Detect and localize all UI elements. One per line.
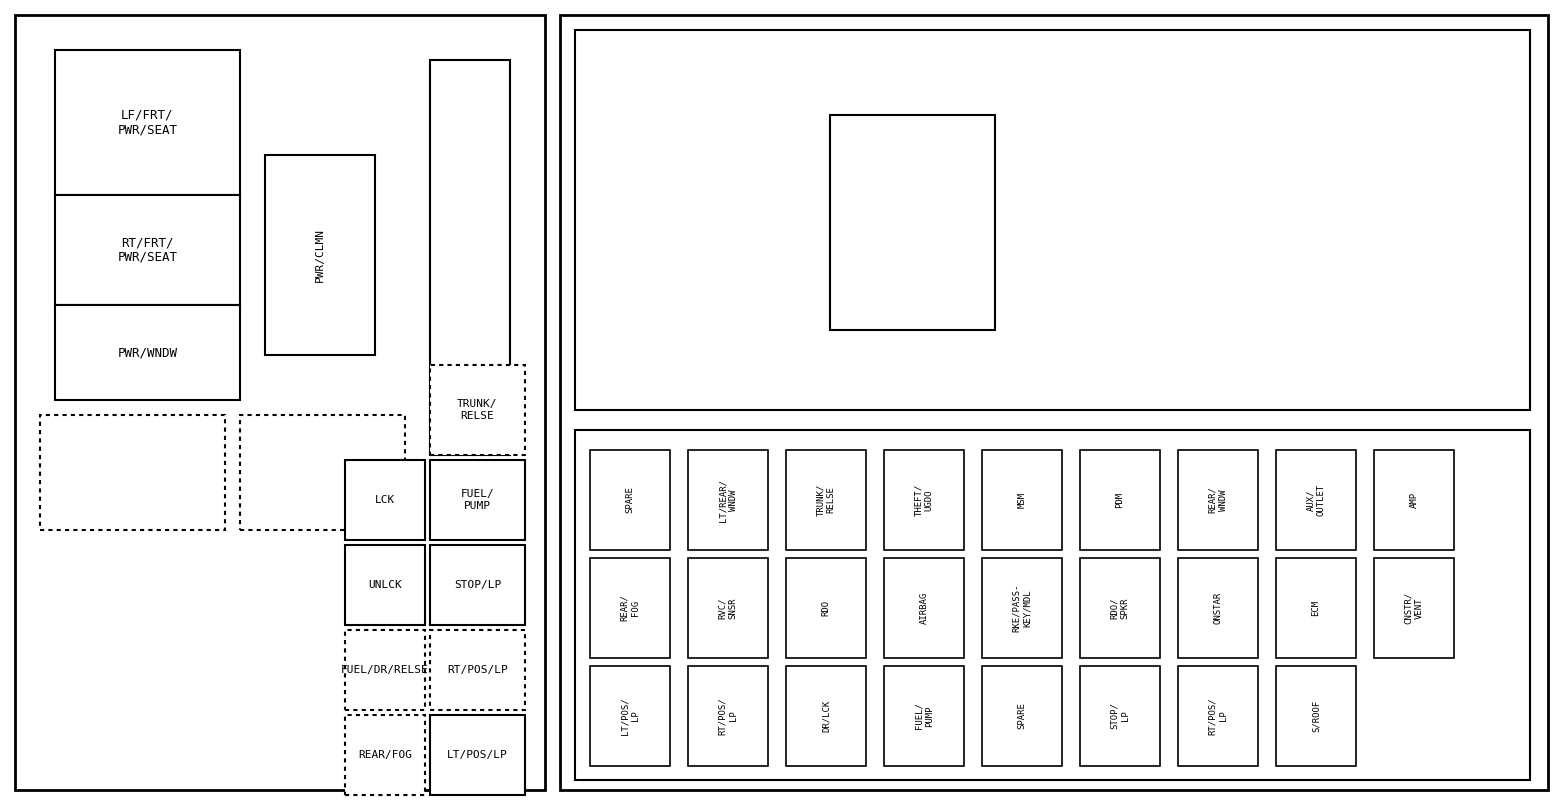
Bar	[786, 450, 866, 550]
Bar	[885, 450, 964, 550]
Bar	[1080, 666, 1160, 766]
Text: AMP: AMP	[1410, 492, 1419, 508]
Text: FUEL/DR/RELSE: FUEL/DR/RELSE	[341, 665, 428, 675]
Text: LT/POS/LP: LT/POS/LP	[447, 750, 508, 760]
Text: S/ROOF: S/ROOF	[1311, 700, 1321, 732]
Text: RKE/PASS-
KEY/MDL: RKE/PASS- KEY/MDL	[1013, 584, 1032, 633]
Bar	[430, 365, 525, 455]
Bar	[688, 558, 767, 658]
Bar	[885, 666, 964, 766]
Text: AUX/
OUTLET: AUX/ OUTLET	[1307, 484, 1325, 516]
Bar	[1374, 450, 1454, 550]
Text: SPARE: SPARE	[625, 487, 635, 513]
Text: RT/POS/LP: RT/POS/LP	[447, 665, 508, 675]
Text: REAR/
FOG: REAR/ FOG	[621, 594, 639, 621]
Bar	[982, 450, 1061, 550]
Text: SPARE: SPARE	[1018, 702, 1027, 729]
Bar	[589, 666, 671, 766]
Bar	[345, 545, 425, 625]
Bar	[1080, 450, 1160, 550]
Bar	[55, 50, 241, 195]
Text: PWR/CLMN: PWR/CLMN	[316, 228, 325, 282]
Text: PDM: PDM	[1116, 492, 1124, 508]
Bar	[688, 450, 767, 550]
Bar	[16, 15, 545, 790]
Text: FUEL/
PUMP: FUEL/ PUMP	[461, 489, 494, 511]
Bar	[430, 60, 510, 455]
Bar	[345, 715, 425, 795]
Text: RT/FRT/
PWR/SEAT: RT/FRT/ PWR/SEAT	[117, 236, 178, 264]
Bar	[1275, 558, 1357, 658]
Text: TRUNK/
RELSE: TRUNK/ RELSE	[458, 399, 497, 421]
Bar	[982, 666, 1061, 766]
Text: LT/POS/
LP: LT/POS/ LP	[621, 697, 639, 735]
Bar	[982, 558, 1061, 658]
Text: AIRBAG: AIRBAG	[919, 592, 928, 624]
Text: FUEL/
PUMP: FUEL/ PUMP	[914, 702, 933, 729]
Text: RT/POS/
LP: RT/POS/ LP	[1208, 697, 1227, 735]
Bar	[1275, 666, 1357, 766]
Text: TRUNK/
RELSE: TRUNK/ RELSE	[816, 484, 836, 516]
Bar	[786, 558, 866, 658]
Bar	[830, 115, 996, 330]
Text: LT/REAR/
WNDW: LT/REAR/ WNDW	[719, 478, 738, 521]
Text: PWR/WNDW: PWR/WNDW	[117, 346, 178, 359]
Bar	[575, 430, 1530, 780]
Bar	[345, 460, 425, 540]
Text: STOP/LP: STOP/LP	[453, 580, 502, 590]
Bar	[241, 415, 405, 530]
Bar	[55, 305, 241, 400]
Text: RVC/
SNSR: RVC/ SNSR	[719, 597, 738, 619]
Text: REAR/FOG: REAR/FOG	[358, 750, 413, 760]
Bar	[430, 630, 525, 710]
Bar	[1080, 558, 1160, 658]
Text: THEFT/
UGDO: THEFT/ UGDO	[914, 484, 933, 516]
Text: RT/POS/
LP: RT/POS/ LP	[719, 697, 738, 735]
Text: STOP/
LP: STOP/ LP	[1110, 702, 1130, 729]
Text: RDO/
SPKR: RDO/ SPKR	[1110, 597, 1130, 619]
Text: CNSTR/
VENT: CNSTR/ VENT	[1404, 592, 1424, 624]
Bar	[589, 558, 671, 658]
Text: ONSTAR: ONSTAR	[1213, 592, 1222, 624]
Bar	[430, 545, 525, 625]
Bar	[345, 630, 425, 710]
Bar	[266, 155, 375, 355]
Text: LCK: LCK	[375, 495, 395, 505]
Bar	[688, 666, 767, 766]
Bar	[1275, 450, 1357, 550]
Text: RDO: RDO	[822, 600, 830, 616]
Text: MSM: MSM	[1018, 492, 1027, 508]
Bar	[1179, 558, 1258, 658]
Bar	[1374, 558, 1454, 658]
Bar	[885, 558, 964, 658]
Bar	[1179, 666, 1258, 766]
Text: DR/LCK: DR/LCK	[822, 700, 830, 732]
Bar	[430, 460, 525, 540]
Bar	[589, 450, 671, 550]
Bar	[786, 666, 866, 766]
Bar	[560, 15, 1547, 790]
Text: LF/FRT/
PWR/SEAT: LF/FRT/ PWR/SEAT	[117, 109, 178, 136]
Bar	[575, 30, 1530, 410]
Bar	[430, 715, 525, 795]
Text: ECM: ECM	[1311, 600, 1321, 616]
Text: UNLCK: UNLCK	[369, 580, 402, 590]
Bar	[1179, 450, 1258, 550]
Text: REAR/
WNDW: REAR/ WNDW	[1208, 487, 1227, 513]
Bar	[55, 195, 241, 305]
Bar	[41, 415, 225, 530]
